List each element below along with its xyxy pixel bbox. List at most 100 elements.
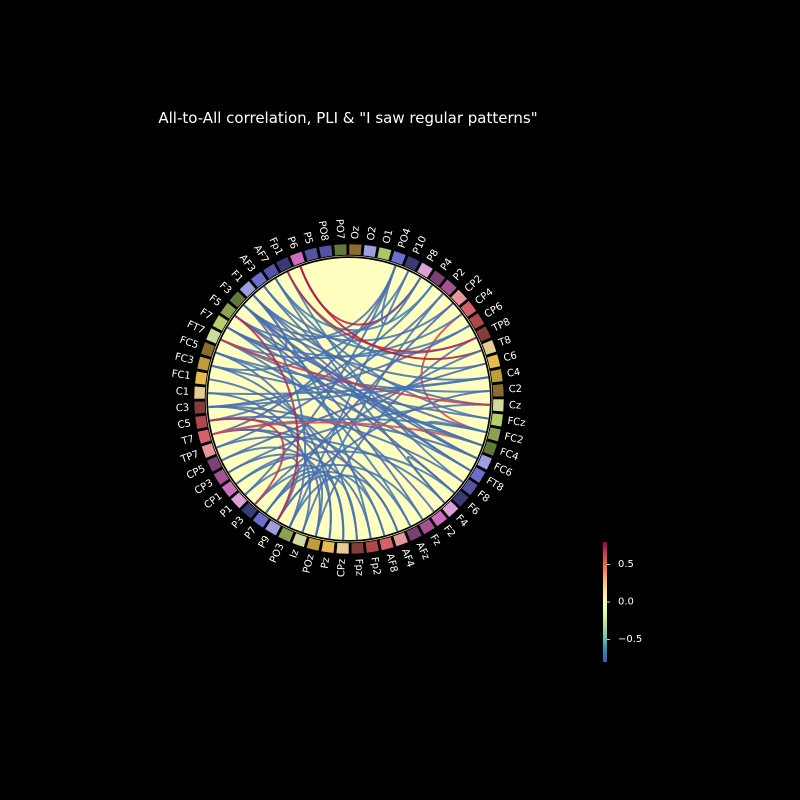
node-label-o2: O2 xyxy=(366,226,379,242)
connection-poz-t7 xyxy=(212,428,321,537)
connection-p8-po4 xyxy=(380,265,422,326)
connection-fc6-fc4 xyxy=(424,428,483,460)
node-label-fp2: Fp2 xyxy=(368,556,382,576)
node-bar-f7 xyxy=(211,314,229,332)
connection-cz-ft7 xyxy=(220,338,490,406)
connection-tp8-fp1 xyxy=(286,271,477,353)
node-label-fc1: FC1 xyxy=(171,369,191,383)
node-label-c2: C2 xyxy=(508,384,522,396)
connection-po4-f5 xyxy=(234,265,397,341)
node-label-fc2: FC2 xyxy=(503,431,524,446)
node-bar-af8 xyxy=(378,536,395,551)
connection-c4-f3 xyxy=(243,304,489,381)
connection-afz-f7 xyxy=(227,326,412,527)
node-label-fc3: FC3 xyxy=(174,351,195,366)
connection-poz-p7 xyxy=(265,470,324,537)
node-label-fcz: FCz xyxy=(507,416,526,429)
connection-c4-c3 xyxy=(208,376,489,408)
node-bar-iz xyxy=(291,532,308,548)
node-bar-p7 xyxy=(252,511,270,529)
node-label-poz: POz xyxy=(301,553,316,574)
node-bar-p2 xyxy=(440,278,458,296)
node-bar-f4 xyxy=(441,500,459,518)
node-bar-af4 xyxy=(392,531,409,547)
connection-cp4-fc2 xyxy=(420,313,487,434)
colorbar xyxy=(603,542,607,662)
connection-cz-cp3 xyxy=(228,403,490,474)
node-bar-f3 xyxy=(228,290,246,308)
connection-f6-f4 xyxy=(406,455,455,504)
chart-title: All-to-All correlation, PLI & "I saw reg… xyxy=(158,109,537,127)
node-bar-c4 xyxy=(489,368,504,383)
node-bar-cp4 xyxy=(459,300,477,318)
node-bar-p5 xyxy=(303,247,320,262)
node-bar-c2 xyxy=(492,383,505,398)
node-bar-ft7 xyxy=(205,327,222,345)
node-label-t8: T8 xyxy=(496,334,512,349)
colorbar-tick-label: −0.5 xyxy=(618,634,642,645)
node-bar-tp8 xyxy=(475,325,492,343)
node-bar-fc1 xyxy=(194,370,208,386)
node-label-c5: C5 xyxy=(177,418,192,431)
connection-fz-p3 xyxy=(254,463,424,520)
node-bar-cz xyxy=(492,398,505,413)
node-label-po8: PO8 xyxy=(316,220,330,242)
node-label-c1: C1 xyxy=(176,386,190,398)
node-label-p5: P5 xyxy=(301,231,315,246)
node-bar-fc3 xyxy=(196,355,211,372)
node-bar-cp3 xyxy=(213,468,230,486)
node-bar-p1 xyxy=(230,491,248,509)
node-label-pz: Pz xyxy=(320,557,332,570)
connection-f4-tp7 xyxy=(216,435,446,504)
connection-p2-iz xyxy=(301,293,444,533)
node-label-cpz: CPz xyxy=(336,559,348,578)
node-bar-p9 xyxy=(264,519,282,537)
connection-fz-f3 xyxy=(243,304,424,520)
node-bar-pz xyxy=(320,540,336,554)
node-bar-tp7 xyxy=(201,442,217,459)
node-label-o1: O1 xyxy=(381,228,395,244)
node-bar-p6 xyxy=(289,251,306,267)
connection-po3-f3 xyxy=(243,304,307,528)
node-label-p9: P9 xyxy=(257,534,273,550)
node-bar-po7 xyxy=(333,243,348,256)
node-label-p8: P8 xyxy=(425,248,441,264)
node-bar-fc5 xyxy=(200,341,216,358)
node-bar-t8 xyxy=(481,339,497,356)
node-label-c4: C4 xyxy=(506,367,521,380)
connection-f1-f7 xyxy=(227,294,288,351)
node-label-po7: PO7 xyxy=(333,219,345,240)
node-bar-f6 xyxy=(452,490,470,508)
node-bar-f8 xyxy=(461,478,479,496)
node-label-fz: Fz xyxy=(428,533,443,548)
colorbar-tick-label: 0.0 xyxy=(618,597,634,608)
inner-ring xyxy=(205,255,493,543)
connection-f2-ft7 xyxy=(220,338,435,513)
node-bar-oz xyxy=(348,243,363,256)
connection-p10-po3 xyxy=(288,270,410,528)
node-bar-p3 xyxy=(240,502,258,520)
connection-af8-p7 xyxy=(265,470,386,536)
connection-ft8-f3 xyxy=(243,304,471,472)
connection-iz-c1 xyxy=(208,392,311,533)
node-bar-po3 xyxy=(277,526,295,543)
node-bar-p8 xyxy=(416,261,434,279)
node-bar-fz xyxy=(418,518,436,535)
node-bar-poz xyxy=(305,537,322,552)
node-bar-c5 xyxy=(194,415,209,430)
node-bar-f5 xyxy=(219,302,237,320)
node-label-t7: T7 xyxy=(180,434,196,448)
node-bar-fcz xyxy=(490,412,504,428)
connection-cz-f1 xyxy=(252,294,490,406)
node-bar-t7 xyxy=(197,428,212,445)
node-bar-fpz xyxy=(350,542,365,555)
node-bar-po4 xyxy=(390,250,407,266)
connection-t8-p3 xyxy=(254,349,482,505)
node-bar-af3 xyxy=(250,271,268,289)
colorbar-tick-label: 0.5 xyxy=(618,559,634,570)
node-bar-fc6 xyxy=(476,453,493,471)
node-bar-f1 xyxy=(239,280,257,298)
node-label-c6: C6 xyxy=(503,350,519,364)
node-label-oz: Oz xyxy=(350,226,362,240)
node-bar-cp2 xyxy=(450,289,468,307)
